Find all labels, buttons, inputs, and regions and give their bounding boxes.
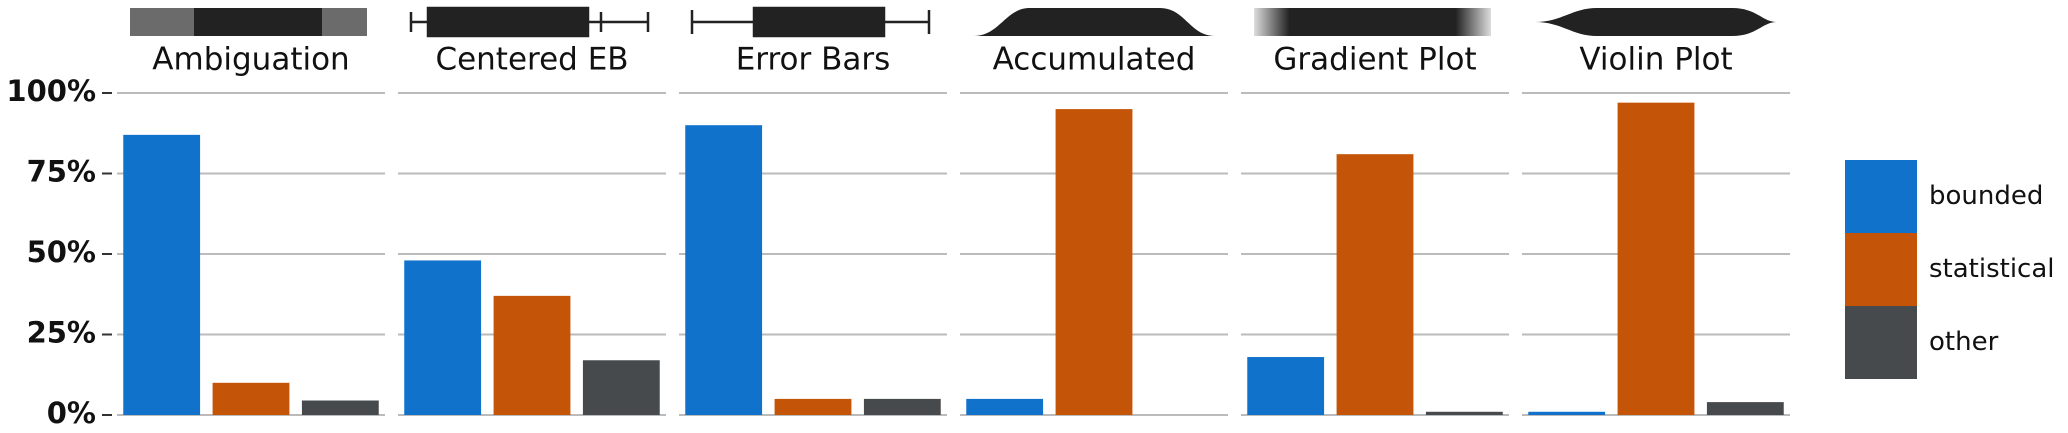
facet-title: Accumulated xyxy=(993,42,1196,78)
bar xyxy=(582,360,660,415)
bar xyxy=(863,398,941,415)
facet-title: Violin Plot xyxy=(1579,42,1732,78)
icon-ambiguation xyxy=(130,8,367,36)
bar xyxy=(1336,154,1414,415)
bar xyxy=(685,125,763,415)
y-tick-label: 25% xyxy=(27,316,96,350)
y-tick-label: 100% xyxy=(6,74,96,108)
legend-label: other xyxy=(1929,327,1999,357)
icon-error-bars xyxy=(690,6,931,38)
bar xyxy=(1528,411,1606,415)
icons xyxy=(130,6,1777,38)
bar xyxy=(123,134,201,416)
y-tick-label: 50% xyxy=(27,235,96,269)
facet-title: Ambiguation xyxy=(152,42,349,78)
bar xyxy=(774,398,852,415)
facet-title: Error Bars xyxy=(736,42,891,78)
icon-accumulated xyxy=(973,8,1215,36)
bar xyxy=(1617,102,1695,415)
y-tick-label: 75% xyxy=(27,155,96,189)
icon-gradient xyxy=(1254,8,1491,36)
bar xyxy=(212,382,290,415)
facet-title: Centered EB xyxy=(435,42,628,78)
legend-swatch xyxy=(1845,160,1917,233)
bar xyxy=(1425,411,1503,415)
bar xyxy=(301,400,379,415)
bar xyxy=(966,398,1044,415)
legend-label: statistical xyxy=(1929,254,2055,284)
bar xyxy=(493,295,571,415)
bar xyxy=(1055,109,1133,415)
bar xyxy=(1706,402,1784,415)
legend-swatch xyxy=(1845,233,1917,306)
bar xyxy=(404,260,482,415)
icon-centered-eb xyxy=(409,6,650,38)
y-tick-label: 0% xyxy=(47,396,96,430)
legend-label: bounded xyxy=(1929,181,2043,211)
icon-violin xyxy=(1535,8,1777,36)
bar xyxy=(1247,357,1325,415)
legend-swatch xyxy=(1845,306,1917,379)
facet-title: Gradient Plot xyxy=(1273,42,1476,78)
